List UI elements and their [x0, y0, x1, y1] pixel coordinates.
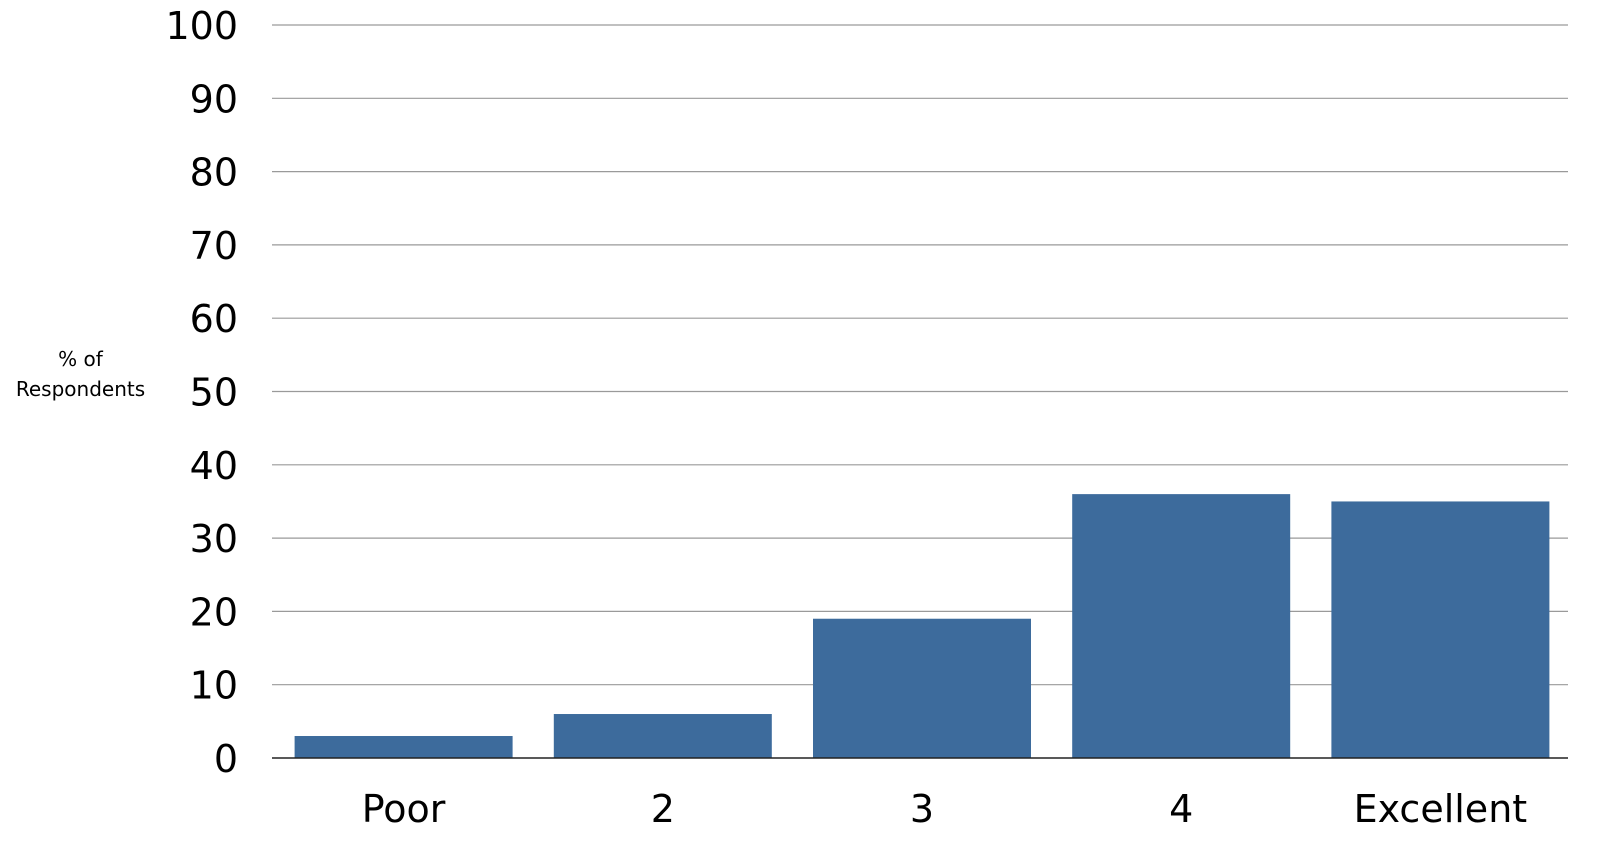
x-tick-label: 2 — [651, 787, 675, 831]
y-tick-label: 100 — [165, 4, 238, 48]
x-tick-label: 4 — [1169, 787, 1193, 831]
y-tick-label: 10 — [190, 664, 238, 708]
bar-2 — [553, 714, 772, 758]
y-axis-label-line-1: % of — [58, 347, 103, 371]
y-tick-label: 50 — [190, 371, 238, 415]
bar-3 — [813, 618, 1031, 758]
y-tick-label: 70 — [190, 224, 238, 268]
y-tick-labels: 0 10 20 30 40 50 60 70 80 90 100 — [165, 4, 238, 781]
x-tick-labels: Poor 2 3 4 Excellent — [362, 787, 1527, 831]
bar-poor — [294, 736, 513, 758]
bar-4 — [1072, 494, 1291, 758]
y-tick-label: 90 — [190, 77, 238, 121]
grid-lines — [272, 24, 1568, 686]
bar-excellent — [1331, 501, 1550, 758]
x-tick-label: 3 — [910, 787, 934, 831]
y-tick-label: 30 — [190, 517, 238, 561]
y-tick-label: 80 — [190, 151, 238, 195]
x-tick-label: Poor — [362, 787, 446, 831]
y-tick-label: 0 — [214, 737, 238, 781]
y-axis-label-line-2: Respondents — [15, 377, 146, 401]
x-tick-label: Excellent — [1354, 787, 1528, 831]
bars — [294, 494, 1550, 758]
y-axis-label: % of Respondents — [8, 344, 153, 404]
y-tick-label: 60 — [190, 297, 238, 341]
y-tick-label: 20 — [190, 590, 238, 634]
y-tick-label: 40 — [190, 444, 238, 488]
